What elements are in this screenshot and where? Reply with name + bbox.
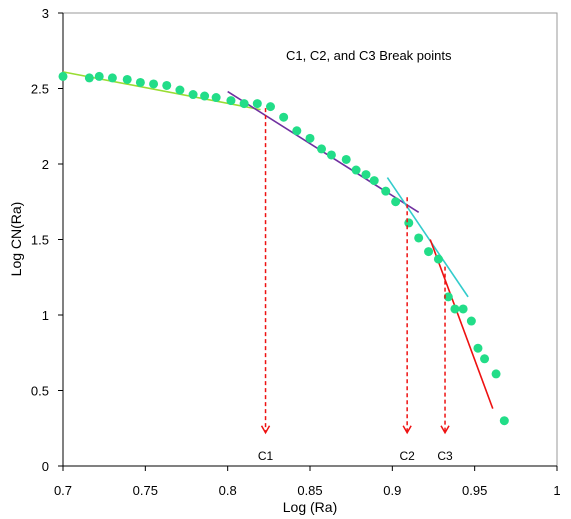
data-point (292, 126, 302, 136)
y-tick-label: 0.5 (31, 384, 49, 399)
y-tick-label: 0 (42, 459, 49, 474)
data-point (424, 247, 434, 257)
data-point (135, 77, 145, 87)
break-point-label: C2 (399, 449, 415, 463)
data-point (305, 133, 315, 143)
data-point (279, 112, 289, 122)
x-tick-label: 0.75 (133, 483, 158, 498)
x-tick-label: 0.85 (297, 483, 322, 498)
data-point (351, 165, 361, 175)
data-point (381, 186, 391, 196)
data-point (361, 170, 371, 180)
data-point (175, 85, 185, 95)
data-point (252, 99, 262, 109)
data-point (480, 354, 490, 364)
data-point (84, 73, 94, 83)
data-point (369, 176, 379, 186)
break-arrow-head (260, 425, 271, 435)
data-point (226, 96, 236, 106)
chart-annotation: C1, C2, and C3 Break points (286, 48, 452, 63)
data-point (391, 197, 401, 207)
x-tick-label: 1 (553, 483, 560, 498)
break-arrow-head (440, 425, 450, 435)
break-point-arrows: C1 C2 C3 (258, 108, 453, 463)
x-axis-title: Log (Ra) (283, 499, 337, 515)
data-point (200, 91, 210, 101)
x-tick-label: 0.7 (54, 483, 72, 498)
data-points (58, 71, 509, 426)
data-point (58, 71, 68, 81)
y-axis-title: Log CN(Ra) (8, 202, 24, 277)
data-point (265, 102, 275, 112)
x-ticks: 0.7 0.75 0.8 0.85 0.9 0.95 1 (54, 466, 561, 498)
data-point (458, 304, 468, 314)
data-point (341, 154, 351, 164)
y-tick-label: 1 (42, 308, 49, 323)
data-point (317, 144, 327, 154)
y-ticks: 0 0.5 1 1.5 2 2.5 3 (31, 6, 63, 474)
data-point (162, 80, 172, 90)
data-point (149, 79, 159, 89)
y-tick-label: 2.5 (31, 82, 49, 97)
data-point (473, 343, 483, 353)
fit-line (429, 239, 494, 409)
y-tick-label: 2 (42, 157, 49, 172)
data-point (433, 254, 443, 264)
x-tick-label: 0.8 (219, 483, 237, 498)
data-point (414, 233, 424, 243)
break-point-label: C3 (437, 449, 453, 463)
data-point (188, 90, 198, 100)
data-point (499, 416, 509, 426)
x-tick-label: 0.95 (462, 483, 487, 498)
break-point-label: C1 (258, 449, 274, 463)
fit-lines (62, 71, 494, 409)
data-point (466, 316, 476, 326)
data-point (404, 218, 414, 228)
data-point (239, 99, 249, 109)
y-tick-label: 1.5 (31, 233, 49, 248)
data-point (94, 71, 104, 81)
data-point (211, 93, 221, 103)
break-arrow-head (402, 425, 412, 435)
data-point (491, 369, 501, 379)
y-tick-label: 3 (42, 6, 49, 21)
x-tick-label: 0.9 (383, 483, 401, 498)
data-point (326, 150, 336, 160)
data-point (122, 74, 132, 84)
data-point (450, 304, 460, 314)
fit-line (386, 177, 469, 298)
data-point (107, 73, 117, 83)
data-point (443, 292, 453, 302)
